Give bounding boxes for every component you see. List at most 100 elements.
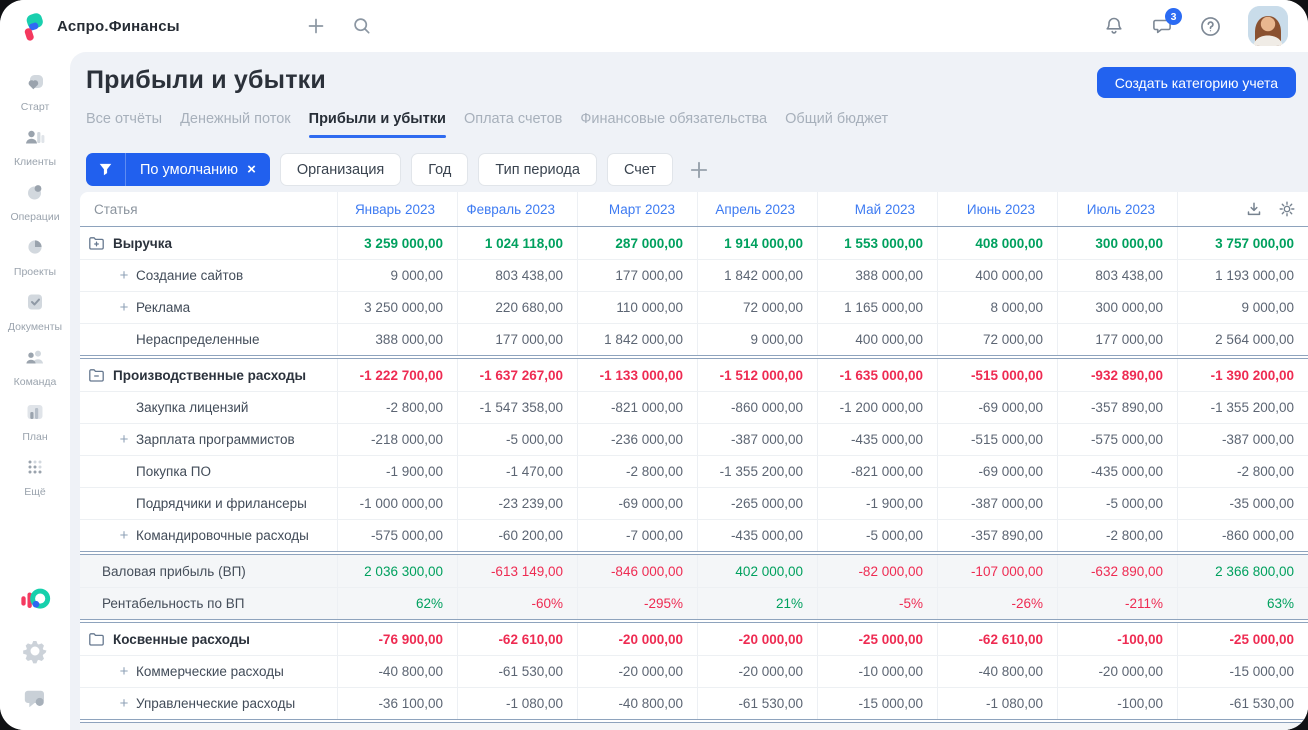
tab-Все отчёты[interactable]: Все отчёты xyxy=(86,111,163,127)
table-row[interactable]: +Закупка лицензий-2 800,00-1 547 358,00-… xyxy=(80,391,1308,423)
cell-value: 72 000,00 xyxy=(697,292,817,323)
filter-preset-pill[interactable]: По умолчанию × xyxy=(86,153,270,186)
table-block: Выручка 3 259 000,00 1 024 118,00 287 000,0… xyxy=(80,226,1308,356)
cell-value: -1 900,00 xyxy=(337,456,457,487)
expand-plus-icon[interactable]: + xyxy=(119,431,129,448)
cell-value: -100,00 xyxy=(1057,688,1177,719)
sidebar-item-label: Клиенты xyxy=(13,155,57,168)
row-label: Коммерческие расходы xyxy=(136,664,284,679)
notifications-bell-icon[interactable] xyxy=(1103,15,1125,37)
topbar: Аспро.Финансы 3 xyxy=(0,0,1308,52)
table-row[interactable]: Выручка 3 259 000,00 1 024 118,00 287 000,0… xyxy=(80,227,1308,259)
search-icon[interactable] xyxy=(352,16,372,36)
messages-chat-icon[interactable]: 3 xyxy=(1151,8,1182,37)
cell-value: 1 024 118,00 xyxy=(457,227,577,259)
table-settings-gear-icon[interactable] xyxy=(1279,201,1295,217)
cell-value: -1 512 000,00 xyxy=(697,359,817,391)
table-row[interactable]: + Создание сайтов 9 000,00 803 438,00 177 00… xyxy=(80,259,1308,291)
table-row[interactable]: Рентабельность по ВП 62% -60% -295% 21% -5% -2… xyxy=(80,587,1308,619)
row-label: Подрядчики и фрилансеры xyxy=(136,496,307,511)
filter-chip[interactable]: Счет xyxy=(606,153,674,186)
sidebar-item-team[interactable]: Команда xyxy=(0,339,70,394)
settings-gear-icon[interactable] xyxy=(22,638,48,664)
sidebar-bottom xyxy=(19,584,51,730)
table-row[interactable]: + Реклама 3 250 000,00 220 680,00 110 000,00… xyxy=(80,291,1308,323)
cell-value: -82 000,00 xyxy=(817,555,937,587)
filter-funnel-icon[interactable] xyxy=(86,153,126,186)
tab-Прибыли и убытки[interactable]: Прибыли и убытки xyxy=(308,111,447,138)
sidebar-item-label: Проекты xyxy=(13,265,57,278)
table-row[interactable]: + Управленческие расходы -36 100,00 -1 080,… xyxy=(80,687,1308,719)
add-filter-icon[interactable] xyxy=(688,159,710,181)
sidebar-item-more[interactable]: Ещё xyxy=(0,449,70,504)
cell-value: -61 530,00 xyxy=(697,688,817,719)
sidebar-item-projects[interactable]: Проекты xyxy=(0,229,70,284)
support-chat-icon[interactable] xyxy=(22,686,48,712)
row-label: Командировочные расходы xyxy=(136,528,309,543)
cell-value: -5 000,00 xyxy=(457,424,577,455)
cell-value: 1 553 000,00 xyxy=(817,227,937,259)
table-row[interactable]: + Командировочные расходы -575 000,00 -60 2… xyxy=(80,519,1308,551)
plan-icon xyxy=(24,401,46,428)
tab-Финансовые обязательства[interactable]: Финансовые обязательства xyxy=(580,111,768,127)
tab-Денежный поток[interactable]: Денежный поток xyxy=(180,111,291,127)
cell-value: -60% xyxy=(457,588,577,619)
column-header-month: Май 2023 xyxy=(817,192,937,226)
cell-value: -1 355 200,00 xyxy=(697,456,817,487)
cell-value: -435 000,00 xyxy=(697,520,817,551)
expand-plus-icon[interactable]: + xyxy=(119,663,129,680)
user-avatar[interactable] xyxy=(1248,6,1288,46)
table-row[interactable]: Производственные расходы -1 222 700,00 -1 … xyxy=(80,359,1308,391)
create-category-button[interactable]: Создать категорию учета xyxy=(1096,67,1296,98)
download-icon[interactable] xyxy=(1246,201,1262,217)
expand-plus-icon[interactable]: + xyxy=(119,695,129,712)
sidebar-item-plan[interactable]: План xyxy=(0,394,70,449)
add-button[interactable] xyxy=(306,16,326,36)
table-row[interactable]: Валовая прибыль (ВП) 2 036 300,00 -613 149… xyxy=(80,555,1308,587)
expand-plus-icon[interactable]: + xyxy=(119,267,129,284)
sidebar-item-operations[interactable]: Операции xyxy=(0,174,70,229)
table-row[interactable]: + Коммерческие расходы -40 800,00 -61 530,0… xyxy=(80,655,1308,687)
operations-icon xyxy=(24,181,46,208)
table-row[interactable]: + Зарплата программистов -218 000,00 -5 000… xyxy=(80,423,1308,455)
cell-value: -10 000,00 xyxy=(817,656,937,687)
sidebar-item-start[interactable]: Старт xyxy=(0,64,70,119)
cell-value: -100,00 xyxy=(1057,623,1177,655)
cell-value: 8 000,00 xyxy=(937,292,1057,323)
cell-value: -295% xyxy=(577,588,697,619)
cell-value: -69 000,00 xyxy=(937,456,1057,487)
start-icon xyxy=(24,71,46,98)
tab-Общий бюджет[interactable]: Общий бюджет xyxy=(785,111,889,127)
folder-minus-icon[interactable] xyxy=(88,368,105,383)
folder-icon[interactable] xyxy=(88,632,105,647)
sidebar-item-label: Старт xyxy=(20,100,50,113)
cell-value: -387 000,00 xyxy=(937,488,1057,519)
sidebar-item-documents[interactable]: Документы xyxy=(0,284,70,339)
cell-value: -265 000,00 xyxy=(697,488,817,519)
clear-filter-icon[interactable]: × xyxy=(247,161,256,178)
filter-chip[interactable]: Год xyxy=(411,153,469,186)
table-row[interactable]: +Подрядчики и фрилансеры-1 000 000,00-23… xyxy=(80,487,1308,519)
cell-value: 3 259 000,00 xyxy=(337,227,457,259)
help-icon[interactable] xyxy=(1199,15,1222,38)
filter-chip[interactable]: Организация xyxy=(279,153,402,186)
cell-value: 3 757 000,00 xyxy=(1177,227,1308,259)
cell-value: -40 800,00 xyxy=(337,656,457,687)
table-row[interactable]: +Покупка ПО-1 900,00-1 470,00-2 800,00-1… xyxy=(80,455,1308,487)
cell-value: -236 000,00 xyxy=(577,424,697,455)
expand-plus-icon[interactable]: + xyxy=(119,299,129,316)
expand-plus-icon[interactable]: + xyxy=(119,527,129,544)
unread-count-badge: 3 xyxy=(1165,8,1182,25)
cell-value: -20 000,00 xyxy=(697,623,817,655)
sidebar-item-clients[interactable]: Клиенты xyxy=(0,119,70,174)
aspro-cloud-logo-icon[interactable] xyxy=(19,584,51,616)
column-header-month: Апрель 2023 xyxy=(697,192,817,226)
folder-plus-icon[interactable] xyxy=(88,236,105,251)
filter-chip[interactable]: Тип периода xyxy=(478,153,597,186)
cell-value: -76 900,00 xyxy=(337,623,457,655)
cell-value: -15 000,00 xyxy=(817,688,937,719)
tab-Оплата счетов[interactable]: Оплата счетов xyxy=(463,111,563,127)
table-row[interactable]: Косвенные расходы -76 900,00 -62 610,00 -20… xyxy=(80,623,1308,655)
cell-value: 177 000,00 xyxy=(1057,324,1177,355)
